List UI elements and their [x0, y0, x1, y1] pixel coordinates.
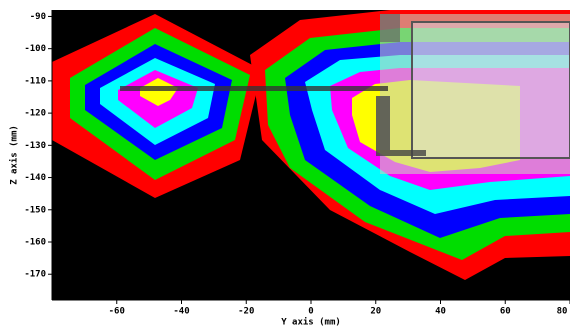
y-tick-label: -150	[24, 205, 46, 215]
y-tick-label: -120	[24, 109, 46, 119]
x-tick-label: -40	[173, 307, 189, 317]
x-axis-label: Y axis (mm)	[281, 317, 341, 328]
plot-area	[51, 10, 570, 301]
y-tick-label: -90	[30, 12, 46, 22]
contour-left	[52, 14, 262, 198]
y-tick-label: -130	[24, 141, 46, 151]
x-tick-label: 40	[435, 307, 446, 317]
y-tick-label: -170	[24, 270, 46, 280]
y-tick-label: -140	[24, 173, 46, 183]
device-overlay	[120, 14, 570, 174]
x-tick-label: 0	[308, 307, 313, 317]
x-tick-label: -20	[238, 307, 254, 317]
x-tick-label: 20	[370, 307, 381, 317]
x-tick-label: 60	[500, 307, 511, 317]
x-tick-label: -60	[109, 307, 125, 317]
y-tick-label: -160	[24, 238, 46, 248]
y-tick-label: -110	[24, 76, 46, 86]
y-axis-label: Z axis (mm)	[9, 125, 20, 185]
x-tick-label: 80	[557, 307, 568, 317]
y-tick-label: -100	[24, 44, 46, 54]
